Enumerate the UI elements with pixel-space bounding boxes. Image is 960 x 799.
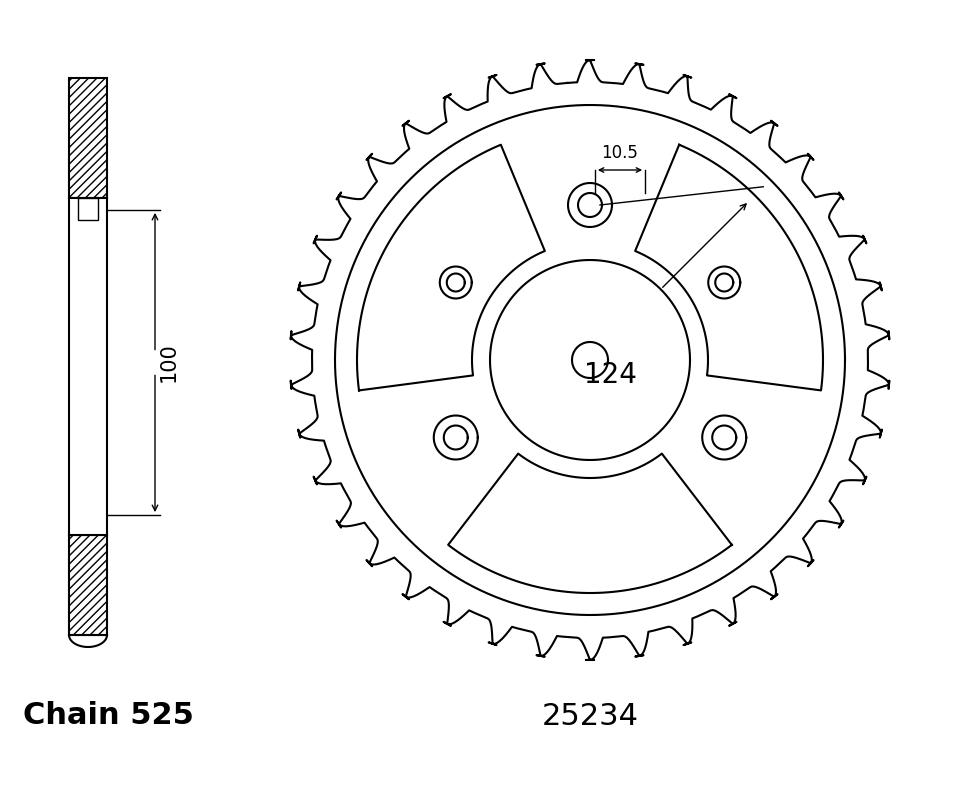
Bar bbox=[69, 535, 107, 635]
Text: 25234: 25234 bbox=[541, 702, 638, 731]
Bar bbox=[69, 198, 107, 535]
Text: Chain 525: Chain 525 bbox=[23, 701, 193, 729]
Bar bbox=[78, 198, 99, 220]
Text: 10.5: 10.5 bbox=[602, 144, 638, 162]
Text: 124: 124 bbox=[584, 361, 636, 389]
Bar bbox=[69, 78, 107, 198]
Text: 100: 100 bbox=[159, 343, 179, 383]
